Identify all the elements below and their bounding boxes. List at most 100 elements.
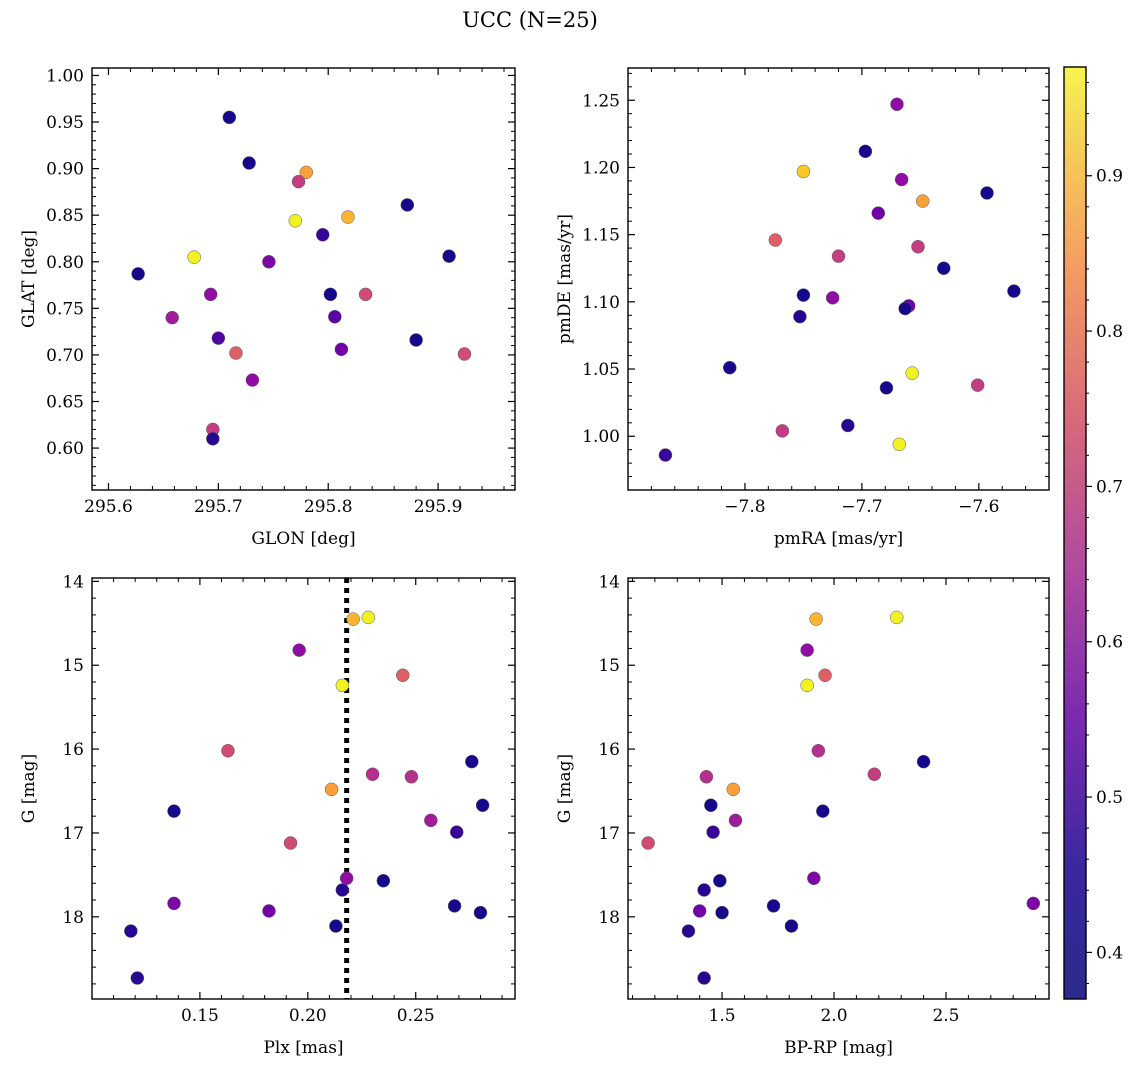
colorbar-tick-label: 0.8 bbox=[1096, 322, 1123, 342]
x-tick-label: 295.8 bbox=[304, 497, 353, 517]
x-tick-label: 0.20 bbox=[289, 1006, 327, 1026]
data-point bbox=[1026, 896, 1041, 911]
x-tick-label: 295.7 bbox=[194, 497, 243, 517]
colorbar-tick-label: 0.4 bbox=[1096, 943, 1123, 963]
data-point bbox=[165, 310, 179, 325]
data-point bbox=[130, 971, 145, 985]
data-point bbox=[658, 448, 673, 462]
data-point bbox=[775, 424, 790, 438]
data-point bbox=[807, 871, 821, 885]
x-tick-label: −7.7 bbox=[841, 497, 882, 517]
data-point bbox=[211, 331, 226, 345]
data-point bbox=[283, 836, 298, 850]
data-point bbox=[916, 754, 931, 769]
data-point bbox=[796, 164, 811, 179]
data-point bbox=[222, 110, 237, 125]
data-point bbox=[292, 643, 306, 657]
data-point bbox=[800, 678, 814, 693]
y-tick-label: 1.10 bbox=[582, 293, 620, 313]
data-point bbox=[315, 228, 330, 242]
data-point bbox=[704, 798, 718, 813]
y-tick-label: 18 bbox=[598, 908, 620, 928]
y-tick-label: 1.15 bbox=[582, 226, 620, 246]
data-point bbox=[809, 612, 823, 626]
data-point bbox=[376, 874, 391, 888]
x-tick-label: 2.0 bbox=[820, 1006, 847, 1026]
data-point bbox=[329, 919, 343, 933]
y-tick-label: 0.65 bbox=[46, 393, 84, 413]
data-point bbox=[242, 156, 256, 170]
y-tick-label: 14 bbox=[62, 572, 84, 592]
data-point bbox=[697, 883, 711, 897]
data-point bbox=[262, 255, 276, 269]
data-point bbox=[465, 754, 479, 769]
panel-bprp-g: 1.5 2.0 2.5 14 15 16 17 18 BP-RP [mag] G [mag] bbox=[555, 572, 1050, 1058]
data-point bbox=[475, 798, 490, 813]
y-tick-label: 15 bbox=[62, 656, 84, 676]
data-point bbox=[699, 770, 714, 784]
data-point bbox=[167, 804, 181, 818]
data-point bbox=[937, 261, 951, 275]
y-tick-label: 16 bbox=[598, 740, 620, 760]
y-tick-label: 0.95 bbox=[46, 113, 84, 133]
panel-glon-glat: 295.6 295.7 295.8 295.9 0.60 0.65 0.70 0.75 0.80… bbox=[19, 66, 516, 549]
data-point bbox=[361, 610, 375, 625]
axes-frame bbox=[627, 67, 1050, 491]
y-tick-label: 1.00 bbox=[582, 427, 620, 447]
data-point bbox=[867, 767, 882, 781]
y-axis-label: G [mag] bbox=[19, 754, 39, 823]
data-point bbox=[970, 378, 985, 392]
data-point bbox=[890, 97, 904, 112]
data-point bbox=[915, 194, 930, 208]
data-point bbox=[328, 309, 342, 324]
data-point bbox=[831, 249, 846, 263]
data-point bbox=[291, 174, 306, 189]
data-point bbox=[206, 432, 220, 446]
y-tick-label: 1.00 bbox=[46, 66, 84, 86]
data-point bbox=[449, 825, 464, 839]
x-tick-label: 295.9 bbox=[414, 497, 463, 517]
data-point bbox=[722, 360, 737, 375]
data-point bbox=[473, 905, 488, 920]
data-point bbox=[692, 904, 707, 918]
y-tick-label: 1.20 bbox=[582, 158, 620, 178]
data-point bbox=[365, 767, 380, 781]
data-point bbox=[400, 198, 415, 212]
data-point bbox=[793, 309, 807, 324]
data-point bbox=[784, 919, 799, 933]
data-point bbox=[825, 291, 840, 305]
data-point bbox=[442, 249, 456, 263]
data-point bbox=[715, 905, 729, 920]
data-point bbox=[334, 342, 349, 357]
data-point bbox=[879, 381, 894, 395]
data-point bbox=[167, 896, 181, 911]
x-axis-label: pmRA [mas/yr] bbox=[774, 529, 903, 549]
y-tick-label: 1.05 bbox=[582, 360, 620, 380]
y-tick-label: 0.70 bbox=[46, 346, 84, 366]
y-tick-label: 15 bbox=[598, 656, 620, 676]
data-point bbox=[262, 904, 276, 918]
x-axis-label: BP-RP [mag] bbox=[784, 1038, 893, 1058]
data-point bbox=[980, 186, 994, 200]
data-point bbox=[288, 214, 303, 228]
data-point bbox=[358, 287, 373, 302]
data-point bbox=[841, 418, 855, 433]
data-point bbox=[905, 366, 919, 380]
colorbar-tick-label: 0.9 bbox=[1096, 167, 1123, 187]
x-tick-label: 1.5 bbox=[709, 1006, 736, 1026]
data-point bbox=[339, 871, 354, 885]
data-point bbox=[728, 813, 743, 828]
data-point bbox=[766, 899, 781, 913]
x-tick-label: 295.6 bbox=[84, 497, 133, 517]
data-point bbox=[894, 172, 909, 187]
data-point bbox=[229, 346, 243, 360]
data-point bbox=[713, 874, 727, 888]
y-tick-label: 17 bbox=[598, 824, 620, 844]
data-point bbox=[706, 825, 720, 839]
panel-pmra-pmde: −7.8 −7.7 −7.6 1.00 1.05 1.10 1.15 1.20 1.25 pmRA… bbox=[555, 67, 1050, 549]
x-tick-label: 0.25 bbox=[397, 1006, 435, 1026]
data-point bbox=[424, 813, 438, 828]
data-point bbox=[871, 206, 886, 220]
y-tick-label: 0.90 bbox=[46, 160, 84, 180]
data-point bbox=[245, 373, 260, 387]
